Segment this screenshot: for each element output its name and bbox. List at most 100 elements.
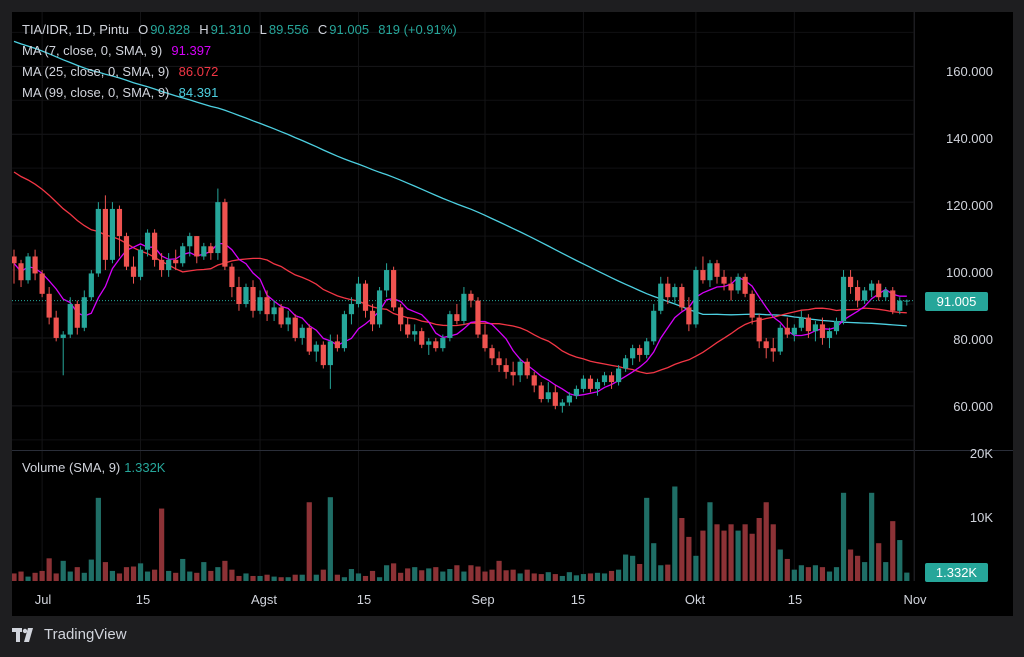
tradingview-brand[interactable]: TradingView: [12, 626, 127, 643]
candle-body: [376, 290, 383, 325]
candle-body: [812, 324, 819, 332]
candle-body: [763, 341, 769, 349]
volume-bar: [152, 569, 158, 581]
candle-body: [651, 310, 657, 342]
volume-bar: [18, 571, 24, 581]
candle-body: [18, 263, 24, 281]
candle-body: [847, 276, 854, 288]
volume-bar: [102, 562, 108, 581]
volume-bar: [840, 492, 847, 581]
volume-bar: [159, 508, 165, 581]
volume-bar: [95, 497, 101, 581]
volume-legend[interactable]: Volume (SMA, 9) 1.332K: [22, 460, 165, 475]
volume-bar: [257, 575, 263, 581]
volume-bar: [475, 566, 481, 581]
volume-bar: [665, 564, 671, 581]
volume-bar: [805, 567, 811, 581]
candle-body: [426, 341, 432, 345]
candle-body: [334, 341, 340, 349]
volume-bar: [292, 574, 298, 581]
open-label: O: [138, 22, 149, 37]
candle-body: [862, 290, 868, 301]
candle-body: [53, 317, 59, 338]
ma7-legend[interactable]: MA (7, close, 0, SMA, 9) 91.397: [22, 43, 213, 58]
candle-body: [475, 300, 481, 335]
candle-body: [545, 392, 551, 400]
brand-name: TradingView: [44, 626, 127, 643]
candle-body: [700, 270, 706, 281]
volume-bar: [12, 573, 17, 581]
candle-body: [658, 283, 664, 311]
volume-bar: [271, 576, 277, 581]
volume-bar: [144, 571, 151, 581]
volume-bar: [313, 574, 319, 581]
candle-body: [25, 256, 31, 281]
candle-body: [299, 327, 305, 338]
price-chart[interactable]: [12, 12, 1013, 616]
volume-bar: [545, 572, 551, 581]
candle-body: [876, 283, 882, 298]
ma99-legend[interactable]: MA (99, close, 0, SMA, 9) 84.391: [22, 85, 220, 100]
volume-bar: [419, 570, 425, 581]
y-tick-label: 120.000: [946, 198, 993, 213]
high-value: 91.310: [210, 22, 251, 37]
volume-bar: [517, 573, 523, 581]
volume-bar: [461, 571, 467, 581]
candle-body: [369, 310, 376, 325]
ma25-value: 86.072: [178, 64, 219, 79]
candle-body: [805, 317, 811, 332]
ma25-legend[interactable]: MA (25, close, 0, SMA, 9) 86.072: [22, 64, 220, 79]
x-tick-label: Okt: [684, 592, 706, 607]
volume-bar: [876, 543, 882, 581]
candle-body: [672, 287, 678, 298]
volume-bar: [721, 530, 727, 581]
candle-body: [615, 368, 622, 383]
volume-bar: [39, 570, 45, 581]
volume-bar: [222, 560, 228, 581]
volume-sma-value: 1.332K: [124, 460, 166, 475]
candle-body: [152, 232, 158, 260]
candle-body: [194, 236, 200, 257]
volume-bar: [890, 521, 896, 581]
volume-bar: [123, 567, 130, 581]
candle-body: [398, 307, 404, 325]
candle-body: [686, 307, 692, 325]
volume-bar: [201, 562, 207, 581]
volume-bar: [391, 563, 397, 581]
candle-body: [180, 246, 186, 264]
candle-body: [580, 378, 587, 389]
candle-body: [447, 314, 453, 338]
candle-body: [278, 307, 284, 325]
candle-body: [348, 304, 355, 315]
volume-bar: [714, 524, 720, 581]
candle-body: [222, 202, 228, 267]
candle-body: [362, 283, 369, 311]
volume-bar: [285, 577, 291, 581]
volume-bar: [573, 575, 579, 581]
volume-bar: [60, 560, 66, 581]
ma7-label: MA (7, close, 0, SMA, 9): [22, 43, 163, 58]
volume-bar: [707, 502, 713, 581]
candle-body: [391, 270, 397, 308]
volume-bar: [341, 577, 348, 581]
volume-bar: [531, 573, 537, 581]
change-value: 819 (+0.91%): [378, 22, 457, 37]
y-tick-label: 160.000: [946, 64, 993, 79]
x-tick-label: 15: [787, 592, 803, 607]
ma7-line: [13, 242, 907, 397]
volume-bar: [306, 502, 312, 581]
volume-bar: [735, 530, 741, 581]
volume-bar: [686, 536, 692, 581]
candle-body: [433, 341, 439, 349]
candle-body: [531, 375, 537, 386]
volume-bar: [883, 562, 889, 581]
volume-bar: [398, 572, 404, 581]
candle-body: [693, 270, 699, 325]
candle-body: [285, 317, 291, 325]
candle-body: [39, 273, 45, 294]
y-tick-label: 100.000: [946, 265, 993, 280]
candle-body: [573, 388, 579, 396]
volume-bar: [756, 518, 762, 581]
tradingview-logo-icon: [12, 627, 33, 642]
candle-body: [320, 344, 326, 366]
